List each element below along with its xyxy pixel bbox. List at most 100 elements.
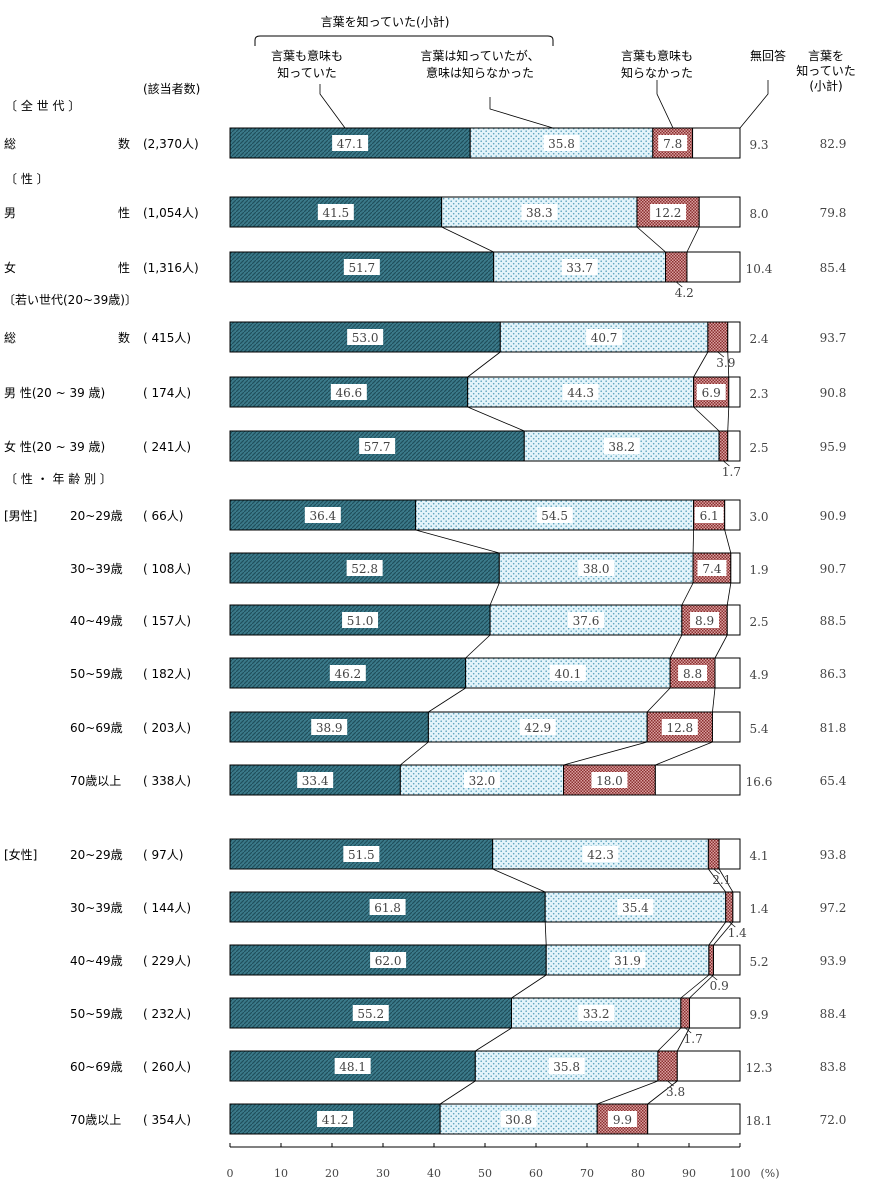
value-label-box bbox=[697, 560, 727, 576]
value-label-box bbox=[359, 438, 396, 454]
row-label: 女 性(20 ~ 39 歳) bbox=[4, 439, 105, 454]
value-label: 53.0 bbox=[352, 331, 379, 345]
bar-segment-4 bbox=[724, 499, 741, 531]
row-respondent-count: ( 174人) bbox=[143, 386, 191, 400]
row-respondent-count: ( 157人) bbox=[143, 614, 191, 628]
row-respondent-count: (1,054人) bbox=[143, 206, 199, 220]
row-label: 40~49歳 bbox=[70, 614, 123, 628]
value-label-box bbox=[463, 772, 500, 788]
bar-segment-4 bbox=[727, 321, 741, 353]
bar-segment-4 bbox=[698, 196, 741, 228]
value-label: 62.0 bbox=[375, 954, 402, 968]
value-label: 51.0 bbox=[347, 614, 374, 628]
row-respondent-count: (1,316人) bbox=[143, 261, 199, 275]
leader-line-no-answer bbox=[739, 80, 769, 129]
bar-segment-3 bbox=[725, 891, 734, 923]
row-label: 女 性 bbox=[4, 260, 130, 275]
connector-line bbox=[689, 974, 714, 999]
bar-segment-4 bbox=[689, 997, 741, 1029]
leader-line-knew-both bbox=[319, 84, 346, 129]
x-tick-label: 100 bbox=[730, 1167, 751, 1180]
legend-knew-word-only: 言葉は知っていたが、意味は知らなかった bbox=[420, 48, 539, 80]
value-label: 46.6 bbox=[335, 386, 362, 400]
x-tick-label: 30 bbox=[376, 1167, 390, 1180]
subtotal-value: 93.9 bbox=[820, 954, 847, 968]
value-label: 42.3 bbox=[587, 848, 614, 862]
row-label: 男 性(20 ~ 39 歳) bbox=[4, 386, 105, 400]
value-label: 40.7 bbox=[591, 331, 618, 345]
bar-segment-4 bbox=[692, 127, 741, 159]
value-label-box bbox=[347, 329, 384, 345]
connector-line bbox=[724, 529, 732, 554]
value-label: 37.6 bbox=[573, 614, 600, 628]
section-sex: 〔 性 〕 bbox=[5, 172, 49, 186]
connector-line bbox=[686, 226, 700, 253]
value-label: 46.2 bbox=[334, 667, 361, 681]
row-label: 男 性 bbox=[4, 206, 130, 220]
row-label: 20~29歳 bbox=[70, 509, 123, 523]
value-label-box bbox=[658, 135, 688, 151]
subtotal-value: 82.9 bbox=[820, 137, 847, 151]
connector-line bbox=[467, 351, 501, 378]
row-respondent-count: ( 182人) bbox=[143, 667, 191, 681]
connector-line bbox=[415, 529, 500, 554]
x-tick-label: 50 bbox=[478, 1167, 492, 1180]
bar-segment-4 bbox=[728, 376, 741, 408]
bar-segment-3 bbox=[708, 944, 714, 976]
value-label-no-answer: 1.9 bbox=[749, 563, 768, 577]
value-label: 61.8 bbox=[374, 901, 401, 915]
legend-knew-neither: 言葉も意味も知らなかった bbox=[621, 48, 693, 80]
value-label-box bbox=[343, 259, 380, 275]
connector-line bbox=[713, 921, 734, 946]
row-respondent-count: ( 241人) bbox=[143, 440, 191, 454]
value-label-box bbox=[543, 135, 580, 151]
value-label: 12.2 bbox=[655, 206, 682, 220]
bar-segment-4 bbox=[732, 891, 741, 923]
x-axis-unit: (%) bbox=[760, 1167, 779, 1180]
value-label-box bbox=[311, 719, 348, 735]
value-label: 48.1 bbox=[339, 1060, 366, 1074]
connector-line bbox=[708, 868, 727, 893]
subtotal-value: 83.8 bbox=[820, 1060, 847, 1074]
x-tick-label: 0 bbox=[227, 1167, 234, 1180]
value-label: 35.4 bbox=[622, 901, 649, 915]
value-label: 33.7 bbox=[566, 261, 593, 275]
bar-segment-4 bbox=[676, 1050, 741, 1082]
x-tick-label: 40 bbox=[427, 1167, 441, 1180]
row-label: 50~59歳 bbox=[70, 667, 123, 681]
row-respondent-count: (2,370人) bbox=[143, 137, 199, 151]
section-sex-age: 〔 性 ・ 年 齢 別 〕 bbox=[5, 471, 112, 486]
row-label: 50~59歳 bbox=[70, 1007, 123, 1021]
row-respondent-count: ( 108人) bbox=[143, 562, 191, 576]
value-label: 3.8 bbox=[666, 1085, 685, 1099]
connector-line bbox=[693, 351, 709, 378]
bar-segment-4 bbox=[730, 552, 741, 584]
value-label-no-answer: 1.4 bbox=[749, 902, 768, 916]
value-label-no-answer: 12.3 bbox=[746, 1061, 773, 1075]
value-label-box bbox=[521, 204, 558, 220]
value-label-box bbox=[370, 952, 407, 968]
x-tick-label: 10 bbox=[274, 1167, 288, 1180]
connector-line bbox=[657, 1027, 682, 1052]
bars-layer: 総 数 (2,370人) 47.1 35.8 7.8 9.3 82.9 男 性 (1,054人)… bbox=[4, 127, 847, 1135]
value-label-no-answer: 2.5 bbox=[749, 441, 768, 455]
value-label: 3.9 bbox=[716, 356, 735, 370]
value-label-no-answer: 9.3 bbox=[749, 138, 768, 152]
subtotal-value: 86.3 bbox=[820, 667, 847, 681]
connector-line bbox=[669, 634, 683, 659]
x-tick-label: 20 bbox=[325, 1167, 339, 1180]
value-leader bbox=[676, 281, 683, 288]
bar-segment-4 bbox=[711, 711, 741, 743]
leader-line-knew-word-only bbox=[489, 97, 554, 129]
value-label: 18.0 bbox=[596, 774, 623, 788]
bar-segment-3 bbox=[707, 838, 720, 870]
connector-line bbox=[465, 634, 491, 659]
value-label: 38.9 bbox=[316, 721, 343, 735]
x-tick-label: 90 bbox=[682, 1167, 696, 1180]
row-label: 30~39歳 bbox=[70, 562, 123, 576]
value-label: 51.5 bbox=[348, 848, 375, 862]
respondents-header: (該当者数) bbox=[143, 81, 200, 96]
subtotal-value: 88.4 bbox=[820, 1007, 847, 1021]
subtotal-value: 90.7 bbox=[820, 562, 847, 576]
connector-line bbox=[489, 582, 500, 606]
